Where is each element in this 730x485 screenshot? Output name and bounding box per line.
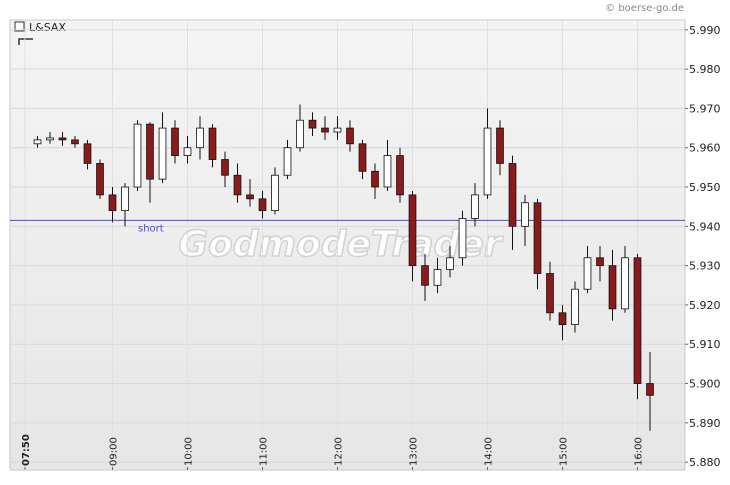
x-tick-label: 09:00 <box>109 437 120 466</box>
candle-body <box>183 147 192 156</box>
candle-body <box>33 139 42 145</box>
candle-body <box>508 163 517 227</box>
candle-body <box>496 127 504 164</box>
candle-body <box>358 143 367 172</box>
candle-body <box>196 127 204 149</box>
x-tick-label: 13:00 <box>409 437 420 466</box>
legend-icon <box>18 38 33 45</box>
y-tick-label: 5.930 <box>689 260 721 273</box>
x-tick-label: 11:00 <box>259 437 270 466</box>
y-tick-label: 5.980 <box>689 63 721 76</box>
candle-body <box>71 139 79 145</box>
candle-body <box>58 137 67 141</box>
candle-body <box>596 257 604 267</box>
candle-body <box>371 170 379 188</box>
y-tick-label: 5.890 <box>689 417 721 430</box>
candle-body <box>533 202 542 274</box>
y-tick-label: 5.910 <box>689 338 721 351</box>
candle-body <box>133 123 142 188</box>
candle-body <box>433 269 442 286</box>
candle-body <box>346 127 354 145</box>
candle-body <box>408 194 417 267</box>
candle-body <box>546 273 554 314</box>
candle-body <box>46 137 54 141</box>
x-tick-label: 07:50 <box>21 434 32 466</box>
candle-body <box>421 265 429 286</box>
candle-body <box>583 257 592 290</box>
y-tick-label: 5.950 <box>689 181 721 194</box>
x-tick-label: 12:00 <box>334 437 345 466</box>
legend-label: L&SAX <box>29 21 66 34</box>
horizontal-line-label: short <box>138 223 164 234</box>
candle-body <box>271 174 279 212</box>
candle-body <box>221 159 229 176</box>
candle-body <box>83 143 92 164</box>
candle-body <box>458 218 467 259</box>
x-tick-label: 10:00 <box>184 437 195 466</box>
plot-area <box>9 19 686 471</box>
candle-body <box>621 257 629 310</box>
candle-body <box>121 186 129 212</box>
legend-swatch <box>14 21 25 32</box>
candle-body <box>208 127 217 160</box>
candle-body <box>108 194 117 212</box>
candle-body <box>521 202 529 227</box>
candle-body <box>233 174 242 196</box>
candle-body <box>96 163 104 196</box>
y-tick-label: 5.900 <box>689 378 721 391</box>
y-tick-label: 5.970 <box>689 102 721 115</box>
candle-body <box>383 155 392 188</box>
watermark: GodmodeTrader <box>178 224 503 265</box>
x-tick-label: 15:00 <box>559 437 570 466</box>
x-tick-label: 14:00 <box>484 437 495 466</box>
candle-body <box>483 127 492 196</box>
candle-body <box>558 312 567 325</box>
candle-body <box>396 155 404 196</box>
y-tick-label: 5.880 <box>689 456 721 469</box>
candle-body <box>158 127 167 180</box>
source: © boerse-go.de <box>605 3 684 14</box>
y-tick-label: 5.960 <box>689 142 721 155</box>
candle-body <box>446 257 454 270</box>
candle-body <box>258 198 267 212</box>
candle-body <box>171 127 179 156</box>
y-tick-label: 5.990 <box>689 24 721 37</box>
candle-body <box>333 127 342 133</box>
candle-body <box>633 257 642 384</box>
candle-body <box>246 194 254 200</box>
y-tick-label: 5.940 <box>689 220 721 233</box>
y-tick-label: 5.920 <box>689 299 721 312</box>
candle-body <box>283 147 292 176</box>
candle-body <box>471 194 479 219</box>
x-tick-label: 16:00 <box>634 437 645 466</box>
candle-body <box>296 119 304 149</box>
candle-body <box>646 383 654 396</box>
candle-body <box>608 265 617 310</box>
candle-body <box>321 127 329 133</box>
candle-body <box>571 288 579 325</box>
candle-body <box>308 119 317 129</box>
candle-body <box>146 123 154 180</box>
